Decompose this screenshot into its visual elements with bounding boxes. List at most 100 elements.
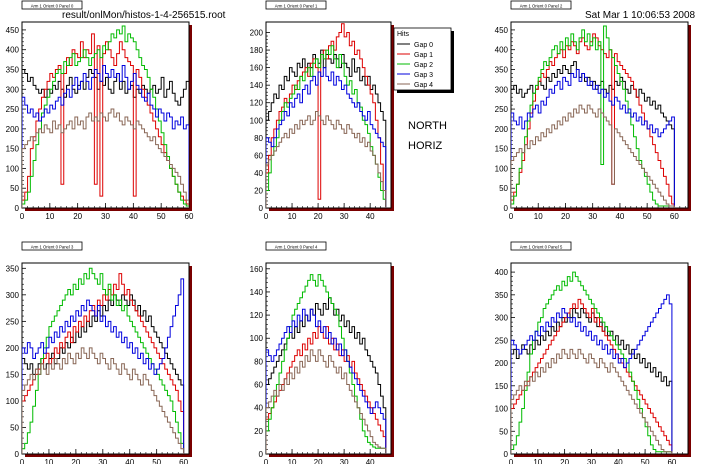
y-tick-label: 200 bbox=[495, 359, 509, 368]
y-tick-label: 250 bbox=[495, 105, 509, 114]
x-tick-label: 10 bbox=[45, 212, 54, 221]
y-tick-label: 0 bbox=[504, 450, 509, 459]
y-tick-label: 100 bbox=[495, 164, 509, 173]
panel-1: Arm 1 Orient 0 Panel 1020406080100120140… bbox=[250, 0, 394, 221]
y-tick-label: 150 bbox=[495, 145, 509, 154]
series-line-gap-3 bbox=[22, 278, 185, 454]
y-tick-label: 0 bbox=[259, 204, 264, 213]
series-line-gap-4 bbox=[22, 347, 185, 454]
y-tick-label: 140 bbox=[250, 288, 264, 297]
y-tick-label: 200 bbox=[6, 125, 20, 134]
panel-title: Arm 1 Orient 0 Panel 1 bbox=[275, 3, 318, 8]
series-line-gap-3 bbox=[266, 67, 387, 208]
x-tick-label: 50 bbox=[643, 212, 652, 221]
legend-entry: Gap 0 bbox=[414, 42, 433, 49]
series-line-gap-2 bbox=[266, 45, 387, 208]
y-tick-label: 200 bbox=[6, 344, 20, 353]
series-line-gap-4 bbox=[511, 104, 675, 208]
y-tick-label: 20 bbox=[254, 186, 263, 195]
x-tick-label: 60 bbox=[670, 212, 679, 221]
y-tick-label: 50 bbox=[10, 423, 19, 432]
x-tick-label: 30 bbox=[340, 458, 349, 464]
series-line-gap-3 bbox=[511, 68, 675, 208]
y-tick-label: 80 bbox=[254, 134, 263, 143]
x-tick-label: 0 bbox=[509, 458, 514, 464]
panel-title: Arm 1 Orient 0 Panel 4 bbox=[275, 244, 318, 249]
x-tick-label: 0 bbox=[264, 212, 269, 221]
x-tick-label: 30 bbox=[587, 458, 596, 464]
x-tick-label: 10 bbox=[288, 458, 297, 464]
y-tick-label: 250 bbox=[6, 317, 20, 326]
x-tick-label: 40 bbox=[614, 458, 623, 464]
y-tick-label: 300 bbox=[6, 85, 20, 94]
x-tick-label: 40 bbox=[125, 458, 134, 464]
legend-entry: Gap 2 bbox=[414, 62, 433, 69]
y-tick-label: 150 bbox=[6, 145, 20, 154]
y-tick-label: 120 bbox=[250, 99, 264, 108]
y-tick-label: 50 bbox=[499, 184, 508, 193]
panel-title: Arm 1 Orient 0 Panel 3 bbox=[31, 244, 74, 249]
panel-0: Arm 1 Orient 0 Panel 0050100150200250300… bbox=[6, 0, 194, 221]
series-line-gap-4 bbox=[22, 108, 189, 208]
x-tick-label: 50 bbox=[152, 458, 161, 464]
y-tick-label: 60 bbox=[254, 151, 263, 160]
panel-4: Arm 1 Orient 0 Panel 4020406080100120140… bbox=[250, 241, 394, 464]
x-tick-label: 10 bbox=[288, 212, 297, 221]
y-tick-label: 150 bbox=[6, 370, 20, 379]
y-tick-label: 160 bbox=[250, 64, 264, 73]
y-tick-label: 100 bbox=[250, 116, 264, 125]
x-tick-label: 20 bbox=[561, 212, 570, 221]
x-tick-label: 0 bbox=[264, 458, 269, 464]
y-tick-label: 60 bbox=[254, 381, 263, 390]
series-line-gap-4 bbox=[511, 348, 673, 454]
legend-title: Hits bbox=[397, 31, 410, 38]
x-tick-label: 30 bbox=[588, 212, 597, 221]
y-tick-label: 400 bbox=[495, 46, 509, 55]
series-line-gap-2 bbox=[22, 25, 189, 208]
panel-3: Arm 1 Orient 0 Panel 3050100150200250300… bbox=[6, 241, 192, 464]
panel-title-box bbox=[21, 0, 83, 10]
legend-box bbox=[393, 27, 452, 91]
series-line-gap-2 bbox=[266, 274, 387, 454]
y-tick-label: 40 bbox=[254, 404, 263, 413]
y-tick-label: 450 bbox=[6, 26, 20, 35]
x-tick-label: 0 bbox=[20, 458, 25, 464]
panel-title-box bbox=[510, 241, 572, 251]
panel-title-box bbox=[265, 0, 327, 10]
y-tick-label: 250 bbox=[495, 336, 509, 345]
y-tick-label: 450 bbox=[495, 26, 509, 35]
x-tick-label: 10 bbox=[533, 458, 542, 464]
series-line-gap-3 bbox=[22, 65, 189, 208]
x-tick-label: 30 bbox=[340, 212, 349, 221]
x-tick-label: 40 bbox=[129, 212, 138, 221]
series-line-gap-1 bbox=[511, 298, 673, 454]
series-line-gap-0 bbox=[266, 297, 387, 454]
y-tick-label: 100 bbox=[250, 334, 264, 343]
series-line-gap-4 bbox=[266, 349, 387, 454]
x-tick-label: 40 bbox=[366, 458, 375, 464]
y-tick-label: 100 bbox=[495, 405, 509, 414]
horiz-label: HORIZ bbox=[408, 140, 443, 152]
panels-layer: Arm 1 Orient 0 Panel 0050100150200250300… bbox=[6, 0, 691, 464]
y-tick-label: 80 bbox=[254, 357, 263, 366]
panel-title-box bbox=[510, 0, 572, 10]
y-tick-label: 350 bbox=[495, 65, 509, 74]
panel-2: Arm 1 Orient 0 Panel 2050100150200250300… bbox=[495, 0, 691, 221]
x-tick-label: 60 bbox=[179, 458, 188, 464]
series-line-gap-1 bbox=[22, 273, 185, 454]
y-tick-label: 350 bbox=[6, 264, 20, 273]
frame bbox=[510, 21, 689, 209]
x-tick-label: 40 bbox=[615, 212, 624, 221]
y-tick-label: 0 bbox=[15, 450, 20, 459]
x-tick-label: 30 bbox=[98, 458, 107, 464]
y-tick-label: 50 bbox=[499, 427, 508, 436]
y-tick-label: 100 bbox=[6, 164, 20, 173]
y-tick-label: 350 bbox=[495, 291, 509, 300]
series-line-gap-3 bbox=[511, 294, 673, 454]
north-label: NORTH bbox=[408, 120, 447, 132]
series-line-gap-3 bbox=[266, 308, 387, 454]
x-tick-label: 40 bbox=[366, 212, 375, 221]
panel-title: Arm 1 Orient 0 Panel 2 bbox=[520, 3, 563, 8]
y-tick-label: 250 bbox=[6, 105, 20, 114]
